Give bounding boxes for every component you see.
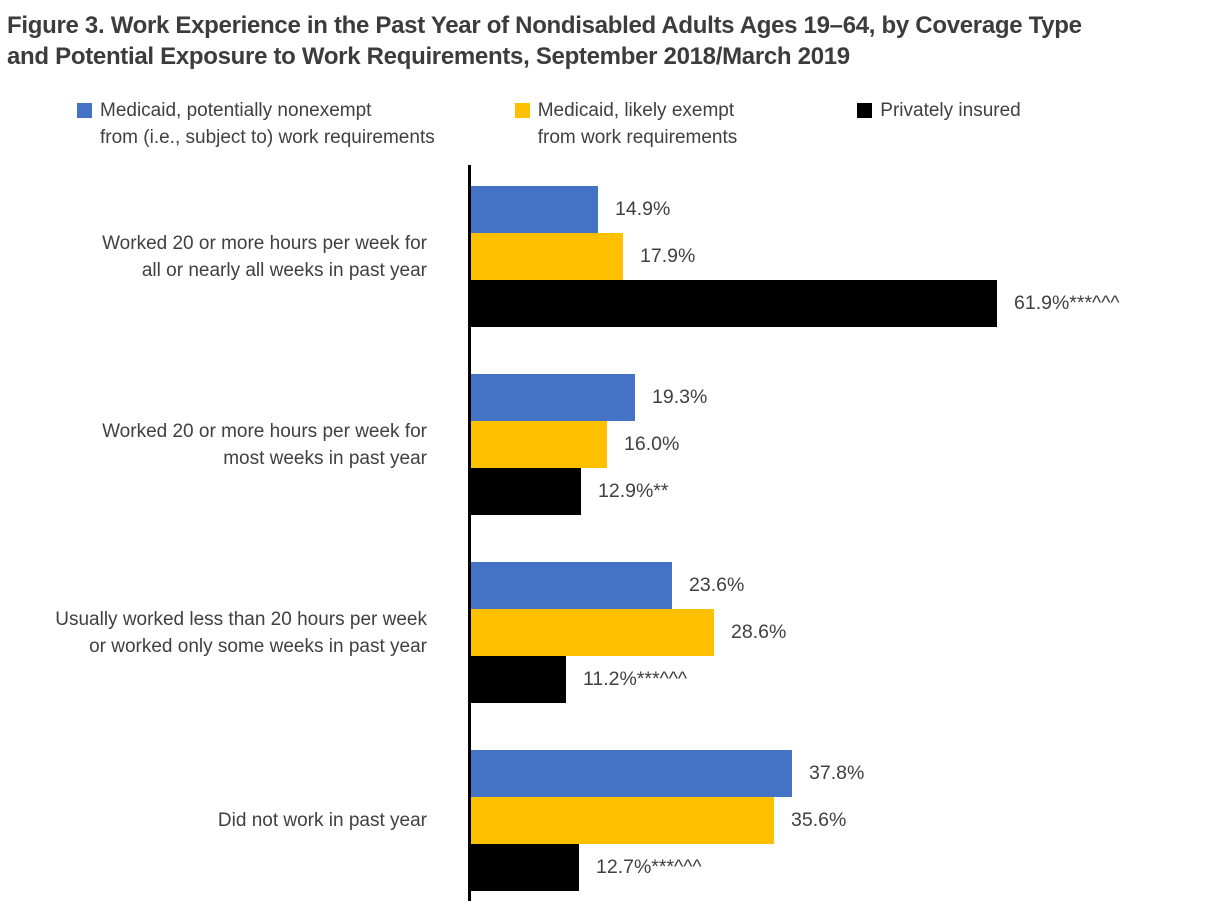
bar-row-privately-insured: 11.2%***^^^ — [471, 656, 786, 703]
chart-group-0: Worked 20 or more hours per week for all … — [0, 186, 1214, 327]
bar-chart: Worked 20 or more hours per week for all … — [0, 165, 1214, 901]
category-label-2: Usually worked less than 20 hours per we… — [0, 562, 448, 703]
value-label-medicaid-exempt: 35.6% — [791, 809, 847, 831]
y-axis-line — [468, 165, 471, 901]
legend-label-medicaid-exempt: Medicaid, likely exempt from work require… — [537, 100, 738, 148]
category-label-3: Did not work in past year — [0, 750, 448, 891]
value-label-medicaid-nonexempt: 14.9% — [615, 198, 671, 220]
value-label-medicaid-exempt: 16.0% — [624, 433, 680, 455]
figure-title-line2: and Potential Exposure to Work Requireme… — [7, 43, 850, 70]
bar-medicaid-exempt — [471, 609, 714, 656]
chart-group-1: Worked 20 or more hours per week for most… — [0, 374, 1214, 515]
bar-privately-insured — [471, 468, 581, 515]
legend-swatch-medicaid-exempt — [514, 103, 530, 118]
bar-privately-insured — [471, 844, 579, 891]
figure-title-line1: Figure 3. Work Experience in the Past Ye… — [7, 12, 1082, 39]
category-label-1: Worked 20 or more hours per week for most… — [0, 374, 448, 515]
chart-group-2: Usually worked less than 20 hours per we… — [0, 562, 1214, 703]
bar-group: 19.3% 16.0% 12.9%** — [471, 374, 707, 515]
bar-medicaid-exempt — [471, 797, 774, 844]
category-label-text: Usually worked less than 20 hours per we… — [55, 608, 427, 657]
bar-medicaid-nonexempt — [471, 186, 598, 233]
legend-swatch-privately-insured — [857, 103, 873, 118]
category-label-text: Worked 20 or more hours per week for all … — [102, 232, 427, 281]
chart-legend: Medicaid, potentially nonexempt from (i.e… — [0, 97, 1214, 151]
bar-row-privately-insured: 61.9%***^^^ — [471, 280, 1120, 327]
legend-swatch-medicaid-nonexempt — [77, 103, 92, 118]
figure-title: Figure 3. Work Experience in the Past Ye… — [0, 0, 1214, 72]
legend-item-medicaid-nonexempt: Medicaid, potentially nonexempt from (i.e… — [77, 97, 435, 151]
value-label-privately-insured: 61.9%***^^^ — [1014, 292, 1120, 314]
legend-item-medicaid-exempt: Medicaid, likely exempt from work require… — [514, 97, 738, 151]
bar-row-medicaid-exempt: 35.6% — [471, 797, 864, 844]
bar-row-medicaid-exempt: 16.0% — [471, 421, 707, 468]
value-label-privately-insured: 12.9%** — [598, 480, 669, 502]
bar-row-medicaid-nonexempt: 19.3% — [471, 374, 707, 421]
bar-group: 14.9% 17.9% 61.9%***^^^ — [471, 186, 1120, 327]
bar-row-medicaid-exempt: 28.6% — [471, 609, 786, 656]
bar-medicaid-nonexempt — [471, 750, 792, 797]
bar-row-medicaid-nonexempt: 37.8% — [471, 750, 864, 797]
bar-group: 23.6% 28.6% 11.2%***^^^ — [471, 562, 786, 703]
value-label-privately-insured: 12.7%***^^^ — [596, 856, 702, 878]
value-label-medicaid-nonexempt: 23.6% — [689, 574, 745, 596]
bar-privately-insured — [471, 280, 997, 327]
value-label-privately-insured: 11.2%***^^^ — [583, 668, 688, 690]
bar-medicaid-nonexempt — [471, 562, 672, 609]
legend-label-privately-insured: Privately insured — [880, 100, 1021, 121]
value-label-medicaid-exempt: 17.9% — [640, 245, 696, 267]
bar-row-privately-insured: 12.9%** — [471, 468, 707, 515]
chart-group-3: Did not work in past year 37.8% 35.6% 12.7%… — [0, 750, 1214, 891]
bar-privately-insured — [471, 656, 566, 703]
value-label-medicaid-nonexempt: 37.8% — [809, 762, 865, 784]
legend-label-medicaid-nonexempt: Medicaid, potentially nonexempt from (i.e… — [100, 100, 435, 148]
category-label-text: Worked 20 or more hours per week for most… — [102, 420, 427, 469]
bar-row-privately-insured: 12.7%***^^^ — [471, 844, 864, 891]
bar-medicaid-exempt — [471, 233, 623, 280]
bar-row-medicaid-exempt: 17.9% — [471, 233, 1120, 280]
category-label-0: Worked 20 or more hours per week for all … — [0, 186, 448, 327]
category-label-text: Did not work in past year — [217, 810, 427, 831]
bar-medicaid-exempt — [471, 421, 607, 468]
bar-group: 37.8% 35.6% 12.7%***^^^ — [471, 750, 864, 891]
bar-row-medicaid-nonexempt: 14.9% — [471, 186, 1120, 233]
legend-item-privately-insured: Privately insured — [857, 97, 1021, 124]
value-label-medicaid-nonexempt: 19.3% — [652, 386, 708, 408]
bar-medicaid-nonexempt — [471, 374, 635, 421]
value-label-medicaid-exempt: 28.6% — [731, 621, 787, 643]
bar-row-medicaid-nonexempt: 23.6% — [471, 562, 786, 609]
